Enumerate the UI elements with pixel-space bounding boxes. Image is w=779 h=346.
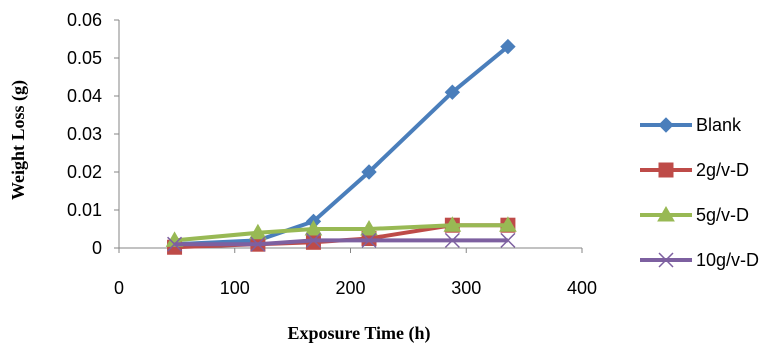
data-point-diamond: [500, 38, 516, 55]
legend: Blank 2g/v-D 5g/v-D 10g/v-D: [640, 115, 759, 270]
data-point-diamond: [361, 164, 377, 180]
data-point-x: [305, 232, 321, 248]
legend-label: 5g/v-D: [696, 205, 749, 225]
x-tick-label: 400: [567, 278, 597, 298]
legend-item: 10g/v-D: [640, 250, 759, 270]
data-point-x: [444, 232, 460, 248]
series-10g/v-D: [167, 232, 516, 252]
data-point-triangle: [499, 216, 517, 232]
legend-item: Blank: [640, 115, 742, 135]
series-line: [174, 45, 510, 247]
data-point-x: [361, 232, 377, 248]
data-point-x: [500, 232, 516, 248]
x-axis-title: Exposure Time (h): [287, 323, 430, 344]
y-tick-label: 0.01: [67, 200, 102, 220]
x-tick-label: 200: [335, 278, 365, 298]
data-point-x: [250, 236, 266, 252]
x-tick-label: 100: [220, 278, 250, 298]
legend-label: Blank: [696, 115, 742, 135]
legend-label: 2g/v-D: [696, 160, 749, 180]
y-tick-label: 0.06: [67, 10, 102, 30]
data-point-triangle: [249, 223, 267, 240]
y-tick-label: 0: [92, 238, 102, 258]
legend-item: 5g/v-D: [640, 205, 749, 225]
series-line: [174, 223, 508, 243]
y-tick-label: 0.03: [67, 124, 102, 144]
legend-marker: [657, 205, 675, 222]
legend-marker: [658, 252, 674, 268]
y-tick-label: 0.04: [67, 86, 102, 106]
legend-marker: [658, 117, 674, 133]
y-axis-title: Weight Loss (g): [8, 80, 29, 200]
series-line: [174, 238, 508, 247]
x-tick-label: 300: [451, 278, 481, 298]
y-tick-label: 0.02: [67, 162, 102, 182]
series-Blank: [166, 38, 516, 252]
data-point-diamond: [444, 84, 461, 100]
legend-label: 10g/v-D: [696, 250, 759, 270]
y-tick-label: 0.05: [67, 48, 102, 68]
data-point-triangle: [360, 219, 378, 236]
legend-item: 2g/v-D: [640, 160, 749, 180]
series-layer: [165, 38, 517, 255]
series-5g/v-D: [165, 216, 517, 247]
x-tick-label: 0: [114, 278, 124, 298]
data-point-x: [167, 236, 183, 252]
data-point-triangle: [304, 219, 323, 236]
data-point-triangle: [443, 216, 462, 232]
y-tick-labels: 0 0.01 0.02 0.03 0.04 0.05 0.06: [67, 10, 102, 258]
legend-marker: [658, 162, 674, 178]
x-tick-labels: 0 100 200 300 400: [114, 278, 597, 298]
